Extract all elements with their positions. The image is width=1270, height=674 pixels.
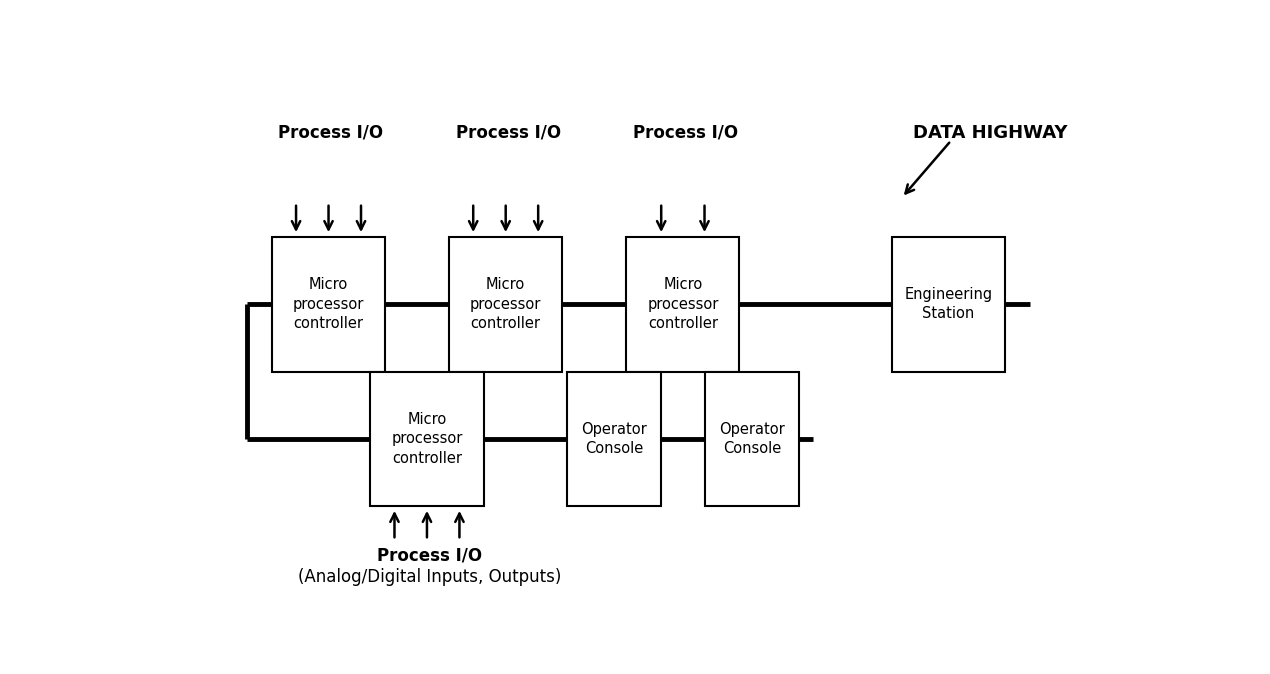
Bar bbox=[705, 371, 799, 506]
Text: Process I/O: Process I/O bbox=[377, 547, 483, 565]
Bar bbox=[892, 237, 1006, 371]
Text: Operator
Console: Operator Console bbox=[719, 421, 785, 456]
Bar bbox=[272, 237, 385, 371]
Bar bbox=[450, 237, 563, 371]
Text: Engineering
Station: Engineering Station bbox=[904, 286, 993, 321]
Text: Micro
processor
controller: Micro processor controller bbox=[648, 277, 719, 332]
Text: (Analog/Digital Inputs, Outputs): (Analog/Digital Inputs, Outputs) bbox=[297, 568, 561, 586]
Text: Process I/O: Process I/O bbox=[632, 124, 738, 142]
Text: Process I/O: Process I/O bbox=[456, 124, 561, 142]
Text: Process I/O: Process I/O bbox=[278, 124, 384, 142]
Text: DATA HIGHWAY: DATA HIGHWAY bbox=[913, 124, 1068, 142]
Text: Micro
processor
controller: Micro processor controller bbox=[391, 412, 462, 466]
Bar bbox=[626, 237, 739, 371]
Text: Operator
Console: Operator Console bbox=[582, 421, 646, 456]
Bar bbox=[371, 371, 484, 506]
Text: Micro
processor
controller: Micro processor controller bbox=[293, 277, 364, 332]
Text: Micro
processor
controller: Micro processor controller bbox=[470, 277, 541, 332]
Bar bbox=[568, 371, 660, 506]
